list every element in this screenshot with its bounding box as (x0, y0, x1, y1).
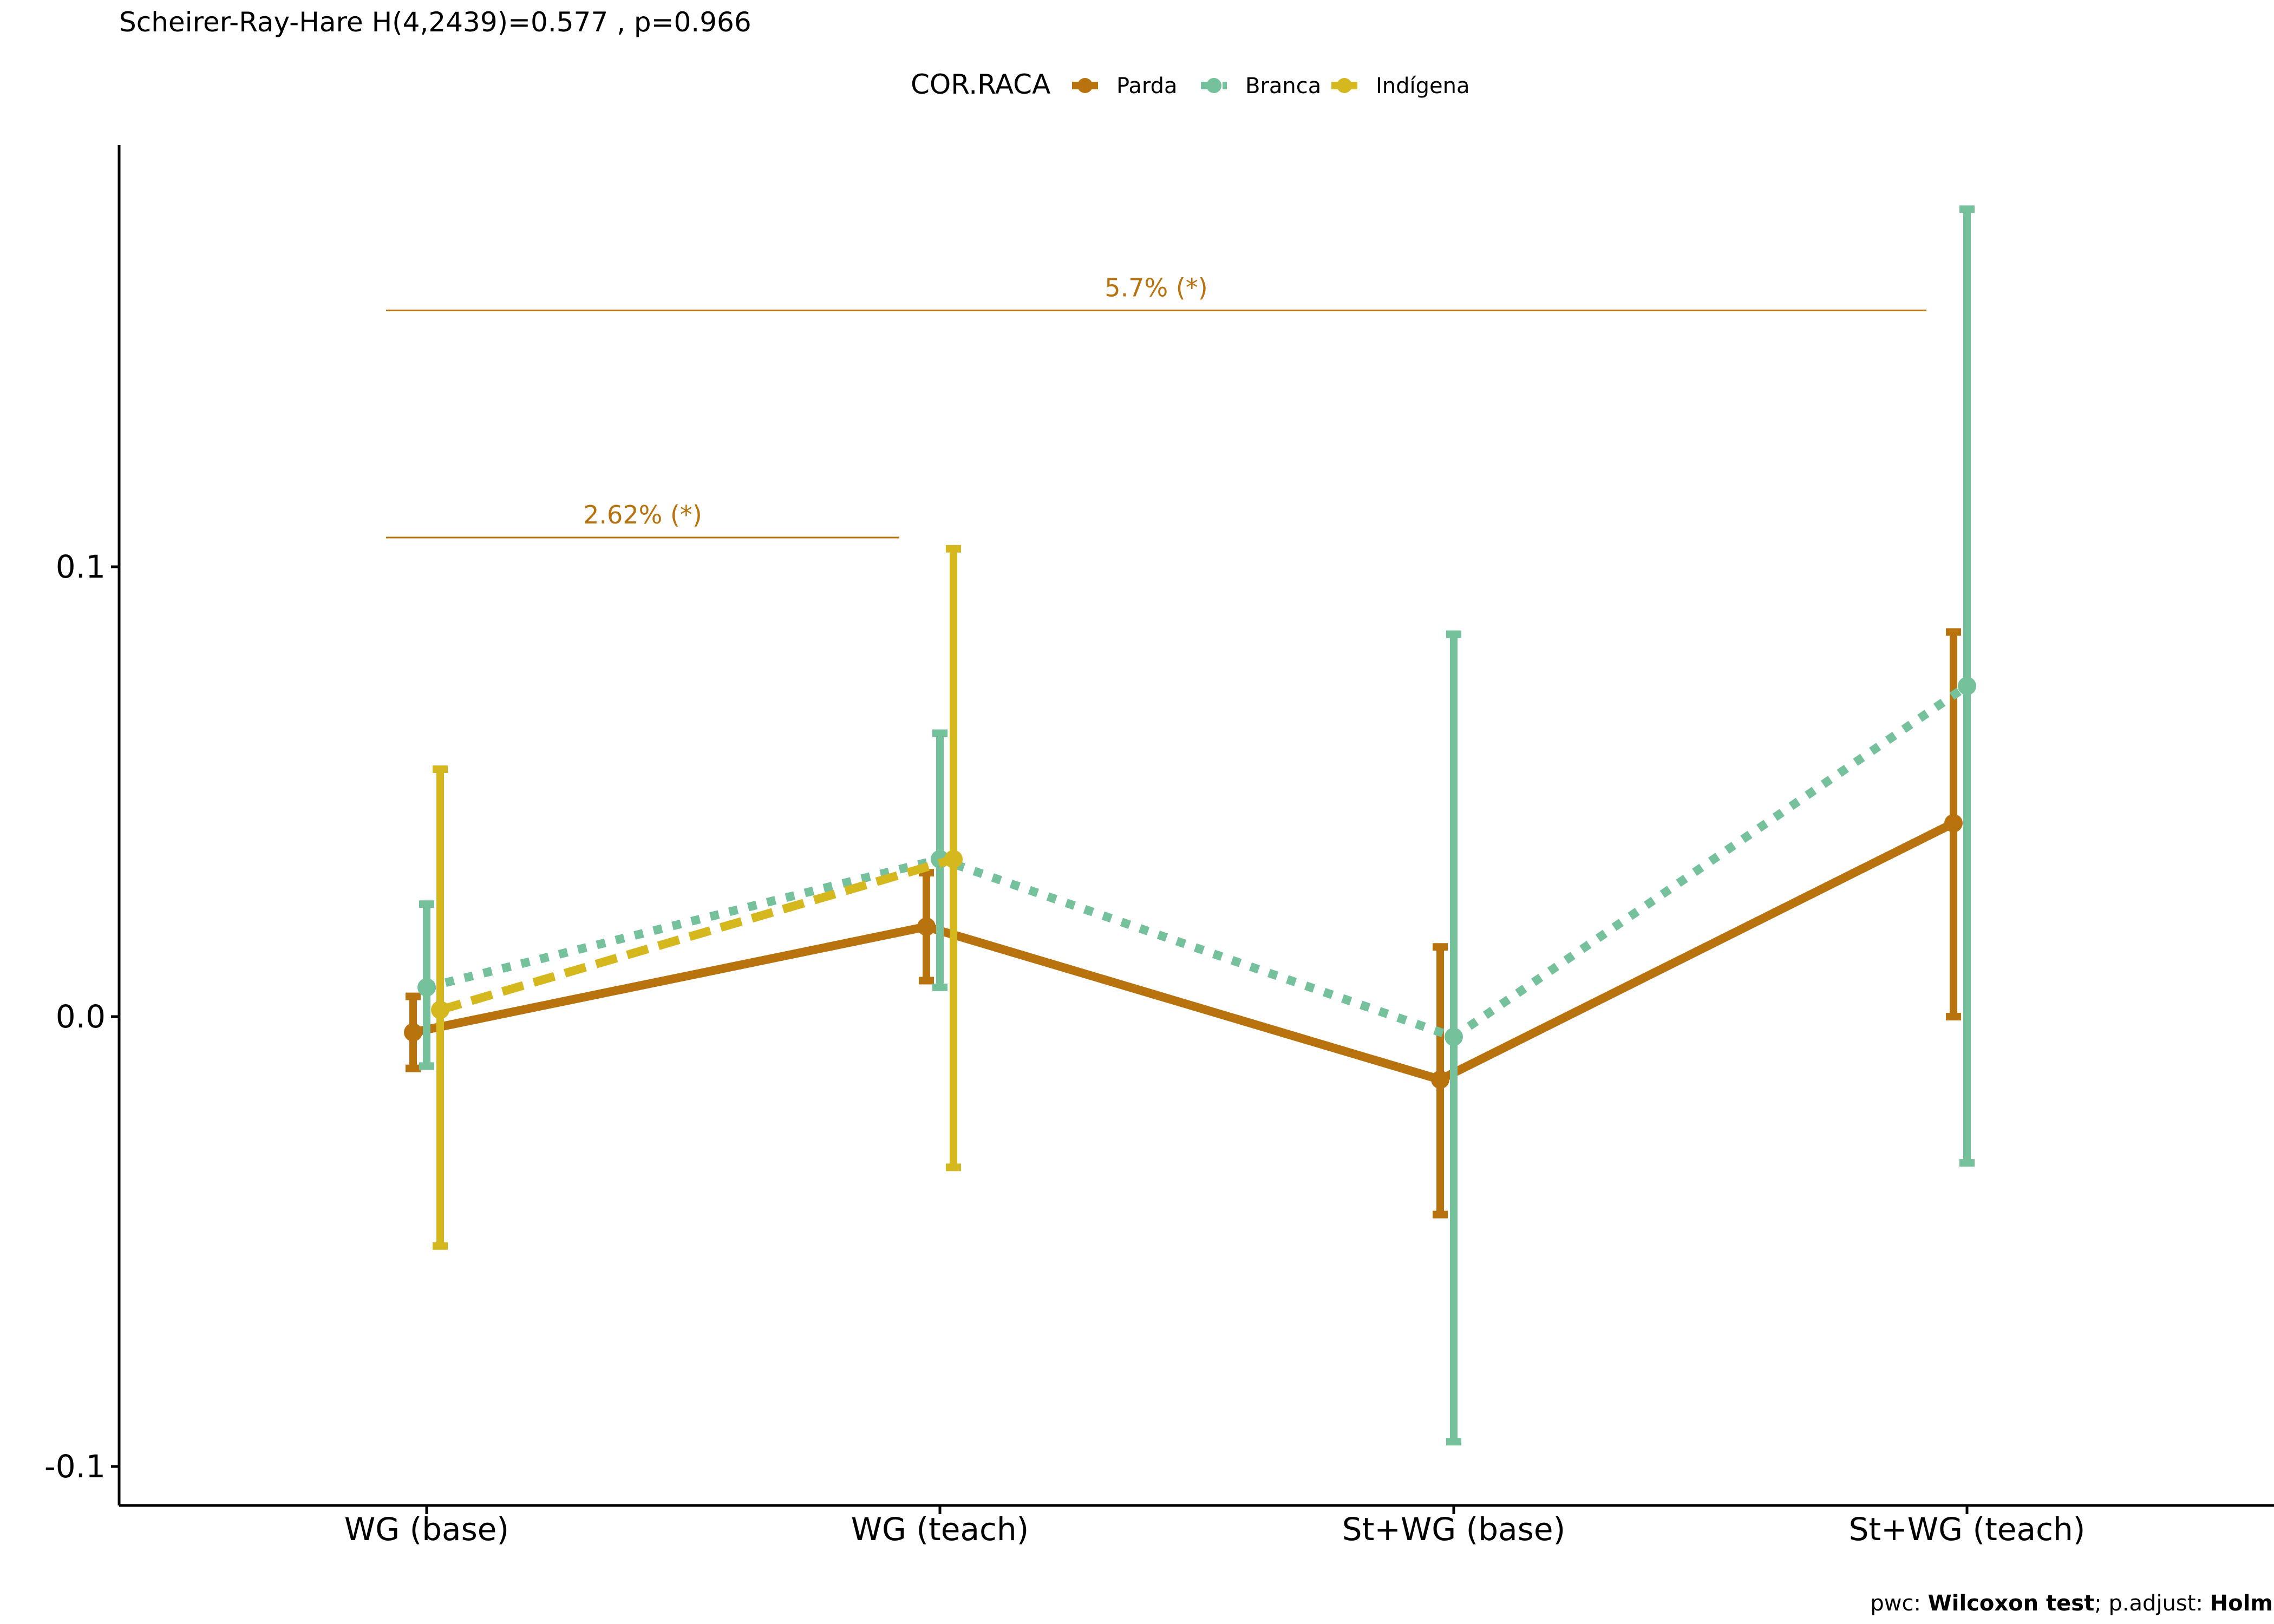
data-point (944, 850, 963, 869)
x-tick-label: St+WG (teach) (1849, 1511, 2086, 1548)
x-tick-label: WG (teach) (851, 1511, 1029, 1548)
y-tick-label: 0.1 (56, 548, 106, 585)
series-line (439, 855, 955, 1014)
legend-key-point (1077, 78, 1093, 93)
legend-label: Parda (1116, 74, 1177, 99)
series-line (426, 682, 1970, 1042)
caption-adjust: Holm (2210, 1591, 2273, 1616)
data-point (1958, 677, 1976, 696)
plot-area: 5.7% (*) 2.62% (*) (386, 205, 1976, 1446)
data-point (404, 1023, 422, 1042)
x-tick-label: St+WG (base) (1342, 1511, 1565, 1548)
x-tick-label: WG (base) (344, 1511, 509, 1548)
data-point (1944, 814, 1963, 833)
data-point (431, 1000, 449, 1019)
y-tick-label: -0.1 (44, 1448, 106, 1485)
caption-middle: ; p.adjust: (2094, 1591, 2210, 1616)
caption: pwc: Wilcoxon test; p.adjust: Holm (1870, 1591, 2273, 1616)
data-point (417, 978, 436, 997)
caption-test: Wilcoxon test (1928, 1591, 2095, 1616)
significance-label: 2.62% (*) (583, 500, 702, 529)
data-point (1445, 1027, 1463, 1046)
series-line (412, 819, 1956, 1084)
series-parda (404, 628, 1963, 1219)
caption-prefix: pwc: (1870, 1591, 1927, 1616)
chart-subtitle: Scheirer-Ray-Hare H(4,2439)=0.577 , p=0.… (119, 6, 752, 38)
legend-label: Indígena (1376, 74, 1470, 99)
series-indigena (431, 545, 963, 1250)
data-point (1431, 1070, 1449, 1089)
legend-key-point (1337, 78, 1352, 93)
significance-label: 5.7% (*) (1105, 273, 1207, 302)
legend: COR.RACA Parda Branca Indígena (911, 69, 1470, 100)
axes: 0.1 0.0 -0.1 WG (base) WG (teach) St+WG (base… (44, 548, 2086, 1548)
series-branca (417, 205, 1976, 1446)
legend-key-point (1206, 78, 1221, 93)
legend-title: COR.RACA (911, 69, 1050, 100)
legend-label: Branca (1245, 74, 1321, 99)
y-tick-label: 0.0 (56, 998, 106, 1035)
data-point (917, 917, 936, 936)
